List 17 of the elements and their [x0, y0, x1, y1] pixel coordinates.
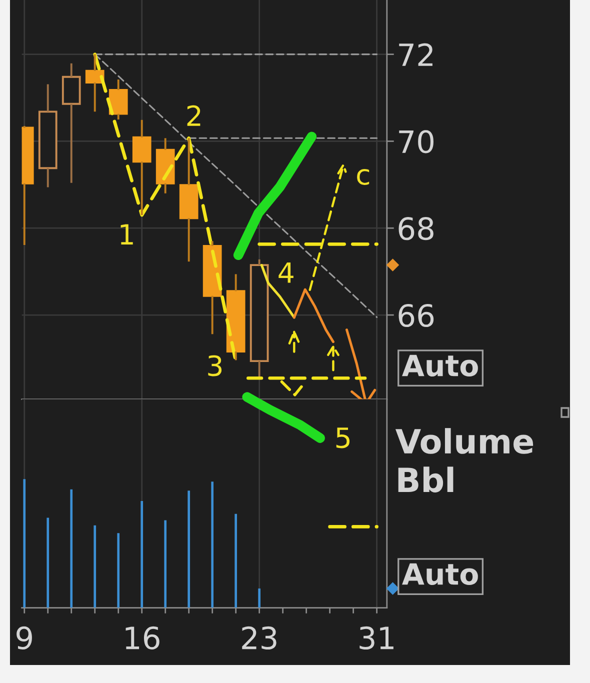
text: Auto	[402, 563, 478, 586]
x-tick-label: 23	[242, 626, 276, 650]
x-tick-label: 16	[126, 626, 160, 650]
x-tick-label: 9	[16, 626, 32, 650]
y-tick-label: 70	[399, 130, 434, 154]
annotation: c	[357, 169, 370, 185]
annotation: 3	[208, 355, 222, 376]
y-tick-label: 72	[399, 43, 432, 66]
y-axis-title: Volume Bbl	[395, 428, 534, 492]
x-tick-label: 31	[360, 626, 394, 650]
annotation: 4	[278, 262, 294, 283]
annotation: 2	[187, 105, 200, 126]
y-tick-label: 66	[398, 304, 434, 328]
text: 5	[336, 428, 350, 448]
y-tick-label: 68	[398, 217, 434, 240]
annotation: 1	[120, 224, 133, 244]
text: Auto	[402, 354, 478, 377]
